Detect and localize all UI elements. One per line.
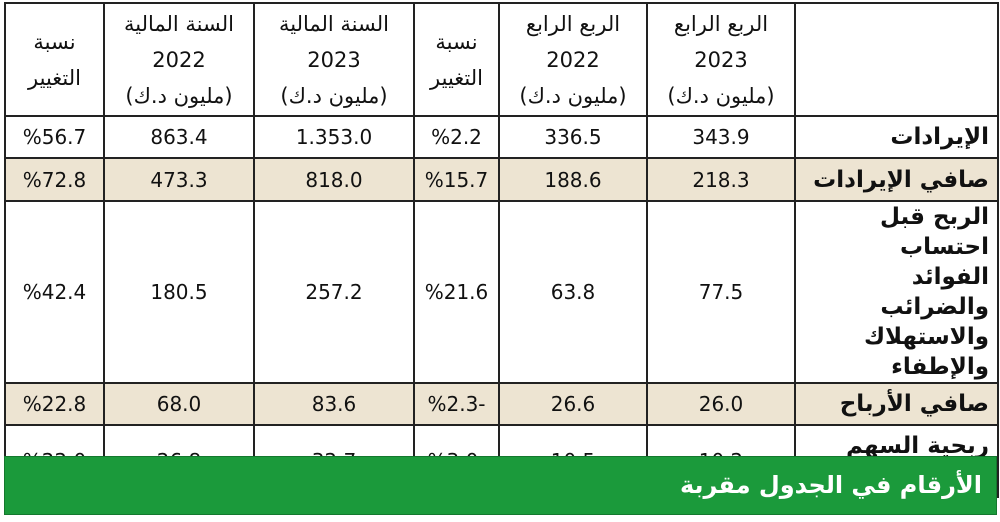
label-line: صافي الإيرادات bbox=[813, 166, 989, 193]
value-cell: 473.3 bbox=[103, 157, 255, 202]
table-body: الإيرادات 343.9 336.5 %2.2 1.353.0 863.4 %56.7… bbox=[4, 115, 999, 498]
data-row: صافي الإيرادات 218.3 188.6 %15.7 818.0 473.3%… bbox=[4, 157, 999, 202]
value-cell: %42.4 bbox=[4, 200, 105, 384]
header-line: السنة المالية bbox=[123, 11, 234, 36]
table-wrap: الربع الرابع 2023 (مليون د.ك) الربع الرابع 2… bbox=[4, 2, 999, 498]
value-cell: 188.6 bbox=[498, 157, 648, 202]
value-cell: 77.5 bbox=[646, 200, 796, 384]
value-cell: 336.5 bbox=[498, 115, 648, 159]
value-cell: 1.353.0 bbox=[253, 115, 415, 159]
header-line: 2022 bbox=[152, 47, 206, 72]
value-cell: 180.5 bbox=[103, 200, 255, 384]
header-cell: السنة المالية 2023 (مليون د.ك) bbox=[253, 2, 415, 117]
header-line: 2023 bbox=[694, 47, 748, 72]
value-cell: 83.6 bbox=[253, 382, 415, 426]
header-cell: الربع الرابع 2023 (مليون د.ك) bbox=[646, 2, 796, 117]
header-cell: نسبة التغيير bbox=[413, 2, 500, 117]
value-cell: 257.2 bbox=[253, 200, 415, 384]
header-line: (مليون د.ك) bbox=[280, 83, 388, 108]
header-line: 2022 bbox=[546, 47, 600, 72]
value-cell: 818.0 bbox=[253, 157, 415, 202]
value-cell: %21.6 bbox=[413, 200, 500, 384]
header-line: نسبة bbox=[435, 29, 478, 54]
label-line: الربح قبل احتساب bbox=[879, 204, 989, 260]
row-label: صافي الإيرادات bbox=[794, 157, 999, 202]
value-cell: 26.6 bbox=[498, 382, 648, 426]
value-cell: 343.9 bbox=[646, 115, 796, 159]
data-row: صافي الأرباح 26.0 26.6 %2.3- 83.6 68.0 %22.8 bbox=[4, 382, 999, 426]
header-line: الربع الرابع bbox=[525, 11, 621, 36]
label-line: الإيرادات bbox=[890, 124, 989, 150]
header-line: التغيير bbox=[430, 65, 483, 90]
header-cell bbox=[794, 2, 999, 117]
header-line: السنة المالية bbox=[278, 11, 389, 36]
label-line: ربحية السهم bbox=[846, 433, 989, 459]
header-cell: الربع الرابع 2022 (مليون د.ك) bbox=[498, 2, 648, 117]
header-line: التغيير bbox=[28, 65, 81, 90]
header-cell: السنة المالية 2022 (مليون د.ك) bbox=[103, 2, 255, 117]
header-line: الربع الرابع bbox=[673, 11, 769, 36]
row-label: الإيرادات bbox=[794, 115, 999, 159]
header-line: (مليون د.ك) bbox=[667, 83, 775, 108]
label-line: صافي الأرباح bbox=[839, 391, 989, 417]
results-table: الربع الرابع 2023 (مليون د.ك) الربع الرابع 2… bbox=[4, 2, 999, 498]
header-line: (مليون د.ك) bbox=[125, 83, 233, 108]
value-cell: %72.8 bbox=[4, 157, 105, 202]
header-line: 2023 bbox=[307, 47, 361, 72]
header-line: نسبة bbox=[33, 29, 76, 54]
label-line: والاستهلاك bbox=[863, 324, 989, 350]
row-label: صافي الأرباح bbox=[794, 382, 999, 426]
header-line: (مليون د.ك) bbox=[519, 83, 627, 108]
footer-note: الأرقام في الجدول مقربة bbox=[4, 456, 997, 515]
label-line: والإطفاء bbox=[891, 354, 989, 380]
value-cell: %2.3- bbox=[413, 382, 500, 426]
label-line: الفوائد والضرائب bbox=[880, 264, 989, 320]
row-label: الربح قبل احتساب الفوائد والضرائب والاستهل… bbox=[794, 200, 999, 384]
value-cell: 218.3 bbox=[646, 157, 796, 202]
value-cell: 68.0 bbox=[103, 382, 255, 426]
value-cell: %22.8 bbox=[4, 382, 105, 426]
table-header: الربع الرابع 2023 (مليون د.ك) الربع الرابع 2… bbox=[4, 2, 999, 117]
value-cell: 63.8 bbox=[498, 200, 648, 384]
value-cell: %15.7 bbox=[413, 157, 500, 202]
value-cell: 863.4 bbox=[103, 115, 255, 159]
data-row: الربح قبل احتساب الفوائد والضرائب والاستهل… bbox=[4, 200, 999, 384]
value-cell: %56.7 bbox=[4, 115, 105, 159]
value-cell: 26.0 bbox=[646, 382, 796, 426]
data-row: الإيرادات 343.9 336.5 %2.2 1.353.0 863.4 %56.7 bbox=[4, 115, 999, 159]
header-row: الربع الرابع 2023 (مليون د.ك) الربع الرابع 2… bbox=[4, 2, 999, 117]
header-cell: نسبة التغيير bbox=[4, 2, 105, 117]
value-cell: %2.2 bbox=[413, 115, 500, 159]
